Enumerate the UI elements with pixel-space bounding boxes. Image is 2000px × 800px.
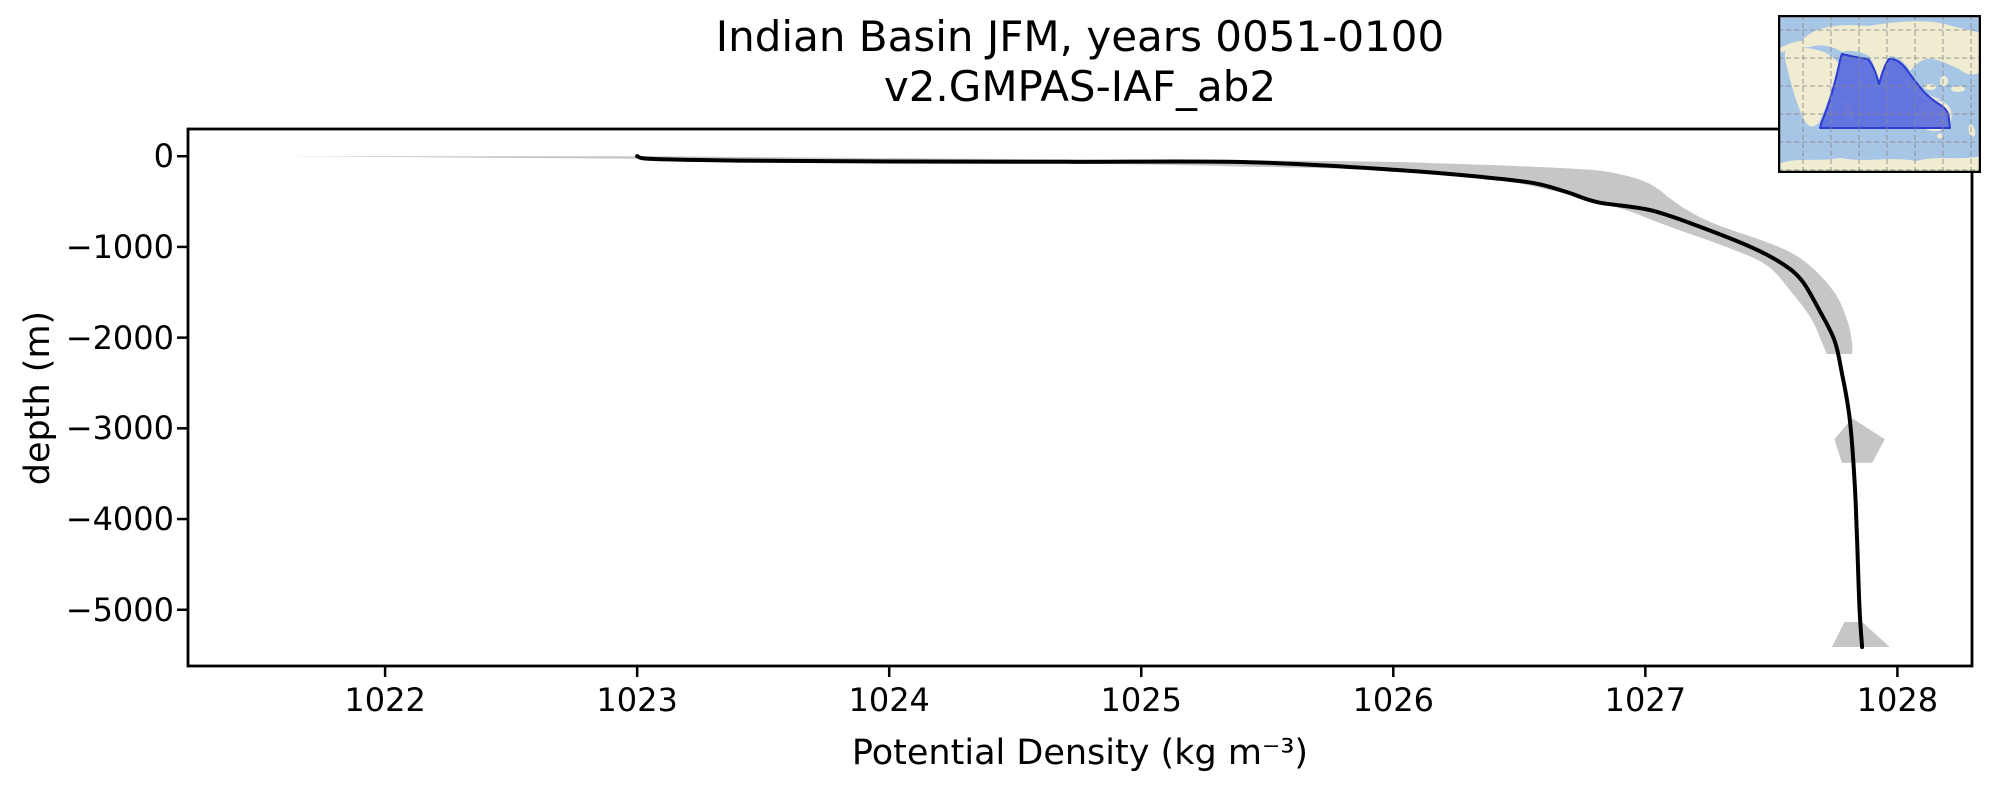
y-tick-label: 0 bbox=[153, 137, 174, 176]
map-land-africa bbox=[1784, 47, 1839, 127]
x-tick-label: 1025 bbox=[1100, 681, 1182, 719]
x-tick-label: 1023 bbox=[596, 681, 678, 719]
spread-band bbox=[271, 156, 1853, 354]
x-tick-label: 1022 bbox=[344, 681, 426, 719]
x-tick-label: 1024 bbox=[848, 681, 930, 719]
x-tick-label: 1027 bbox=[1604, 681, 1687, 719]
map-land-tasmania bbox=[1937, 133, 1943, 139]
x-tick-label: 1026 bbox=[1352, 681, 1434, 719]
inset-map bbox=[1778, 15, 1981, 173]
map-land-newzealand bbox=[1968, 124, 1976, 137]
x-tick-label: 1028 bbox=[1856, 681, 1939, 719]
map-land-antarctica bbox=[1778, 156, 1981, 173]
map-land-philippines bbox=[1960, 46, 1966, 56]
plot-border bbox=[186, 127, 1974, 668]
axis-tick-marks bbox=[177, 154, 1899, 677]
map-land-eurasia-africa bbox=[1778, 21, 1981, 82]
extrema-blob-pentagon bbox=[1834, 418, 1885, 463]
mean-profile-line bbox=[635, 154, 1865, 649]
map-land-borneo bbox=[1924, 84, 1936, 90]
map-land-sulawesi bbox=[1940, 76, 1948, 86]
map-border bbox=[1778, 15, 1981, 173]
chart-title-line2: v2.GMPAS-IAF_ab2 bbox=[883, 62, 1277, 111]
y-tick-label: −3000 bbox=[65, 409, 174, 448]
map-gridlines bbox=[1778, 15, 1981, 173]
y-tick-label: −1000 bbox=[65, 227, 174, 266]
chart-title-line1: Indian Basin JFM, years 0051-0100 bbox=[715, 12, 1445, 61]
x-axis-label: Potential Density (kg m⁻³) bbox=[851, 733, 1309, 773]
y-tick-label: −5000 bbox=[65, 590, 174, 629]
y-tick-label: −4000 bbox=[65, 500, 174, 539]
y-tick-label: −2000 bbox=[65, 318, 174, 357]
map-land-newguinea bbox=[1951, 86, 1965, 92]
